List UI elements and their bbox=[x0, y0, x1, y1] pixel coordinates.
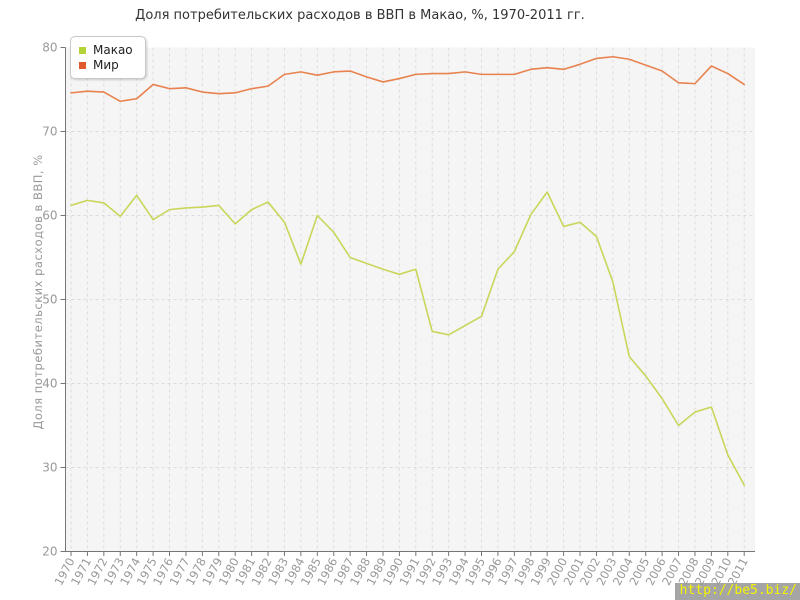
y-axis-labels: 20 30 40 50 60 70 80 bbox=[42, 41, 57, 559]
svg-text:60: 60 bbox=[42, 209, 57, 223]
world-series-swatch bbox=[79, 61, 86, 69]
svg-text:70: 70 bbox=[42, 125, 57, 139]
macao-series-swatch bbox=[79, 46, 86, 54]
x-axis-labels: 1970197119721973197419751976197719781979… bbox=[52, 555, 751, 587]
svg-text:80: 80 bbox=[42, 41, 57, 55]
world-series-line bbox=[70, 55, 746, 103]
watermark-link[interactable]: http://be5.biz/ bbox=[674, 583, 800, 600]
chart-title: Доля потребительских расходов в ВВП в Ма… bbox=[135, 8, 585, 23]
axes bbox=[60, 47, 755, 556]
legend-item-macao[interactable]: Макао bbox=[79, 43, 133, 57]
svg-text:30: 30 bbox=[42, 461, 57, 475]
legend-item-world[interactable]: Мир bbox=[79, 58, 133, 72]
gridlines bbox=[65, 47, 755, 552]
legend-label-macao: Макао bbox=[93, 43, 133, 57]
svg-text:40: 40 bbox=[42, 377, 57, 391]
y-axis-title: Доля потребительских расходов в ВВП, % bbox=[31, 154, 45, 430]
svg-text:20: 20 bbox=[42, 545, 57, 559]
legend-label-world: Мир bbox=[93, 58, 119, 72]
macao-series-line bbox=[70, 191, 746, 486]
svg-text:50: 50 bbox=[42, 293, 57, 307]
legend: Макао Мир bbox=[70, 36, 146, 79]
